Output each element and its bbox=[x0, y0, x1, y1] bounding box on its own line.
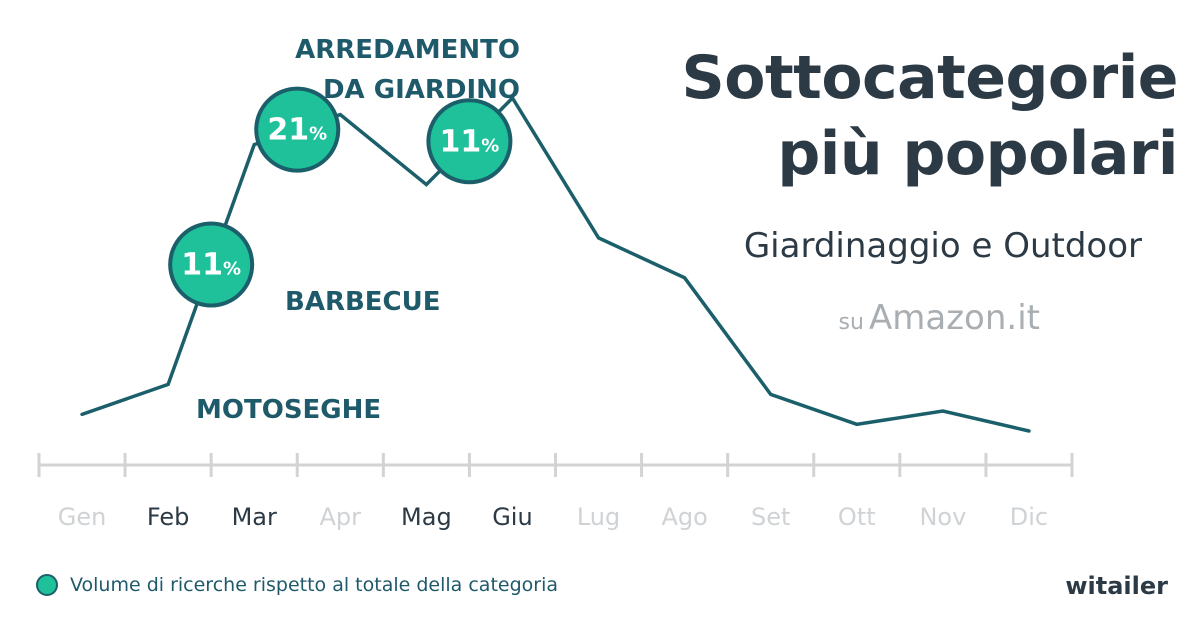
bubble-layer: 11% 21% 11% bbox=[168, 86, 513, 308]
x-tick-label: Gen bbox=[58, 503, 107, 531]
x-tick-label: Mar bbox=[232, 503, 277, 531]
title-line-2: più popolari bbox=[777, 119, 1178, 189]
x-tick-label: Set bbox=[751, 503, 790, 531]
bubble-circle bbox=[426, 98, 513, 185]
legend-label: Volume di ricerche rispetto al totale de… bbox=[70, 574, 558, 596]
source-site: Amazon.it bbox=[869, 298, 1040, 338]
brand-logo: witailer bbox=[1065, 572, 1168, 600]
annotation-label-motoseghe: MOTOSEGHE bbox=[196, 390, 381, 430]
x-tick-label: Dic bbox=[1010, 503, 1048, 531]
x-tick-label: Nov bbox=[919, 503, 966, 531]
annotation-label-barbecue: BARBECUE bbox=[285, 282, 441, 322]
bubble-label: 21% bbox=[267, 113, 327, 148]
legend: Volume di ricerche rispetto al totale de… bbox=[36, 574, 558, 596]
bubble-circle bbox=[254, 86, 341, 173]
annotation-label-line: ARREDAMENTO bbox=[295, 35, 520, 65]
x-tick-label: Feb bbox=[147, 503, 190, 531]
x-axis: Gen Feb Mar Apr Mag Giu Lug Ago Set Ott Nov Dic bbox=[37, 453, 1074, 531]
bubble-label: 11% bbox=[181, 248, 241, 283]
x-tick-label: Apr bbox=[320, 503, 362, 531]
percent-bubble: 11% bbox=[426, 98, 513, 185]
source-prefix: su bbox=[838, 310, 864, 335]
percent-bubble: 21% bbox=[254, 86, 341, 173]
percent-bubble: 11% bbox=[168, 221, 255, 308]
legend-bubble-icon bbox=[36, 574, 58, 596]
x-tick-label: Lug bbox=[577, 503, 620, 531]
annotation-label-line: MOTOSEGHE bbox=[196, 395, 382, 425]
page-title: Sottocategorie più popolari bbox=[538, 40, 1179, 192]
x-tick-label: Mag bbox=[401, 503, 452, 531]
annotation-label-arredamento: ARREDAMENTO DA GIARDINO bbox=[295, 30, 520, 110]
annotation-label-line: DA GIARDINO bbox=[322, 75, 520, 105]
title-line-1: Sottocategorie bbox=[681, 43, 1179, 113]
annotation-label-line: BARBECUE bbox=[285, 287, 441, 317]
series-line bbox=[80, 95, 1031, 433]
series-layer bbox=[80, 95, 1031, 433]
x-tick-label: Giu bbox=[492, 503, 532, 531]
bubble-label: 11% bbox=[440, 124, 500, 159]
page-subtitle: Giardinaggio e Outdoor bbox=[743, 226, 1142, 266]
x-tick-label: Ott bbox=[838, 503, 876, 531]
bubble-circle bbox=[168, 221, 255, 308]
x-tick-label: Ago bbox=[661, 503, 707, 531]
source-note: su Amazon.it bbox=[839, 298, 1041, 338]
